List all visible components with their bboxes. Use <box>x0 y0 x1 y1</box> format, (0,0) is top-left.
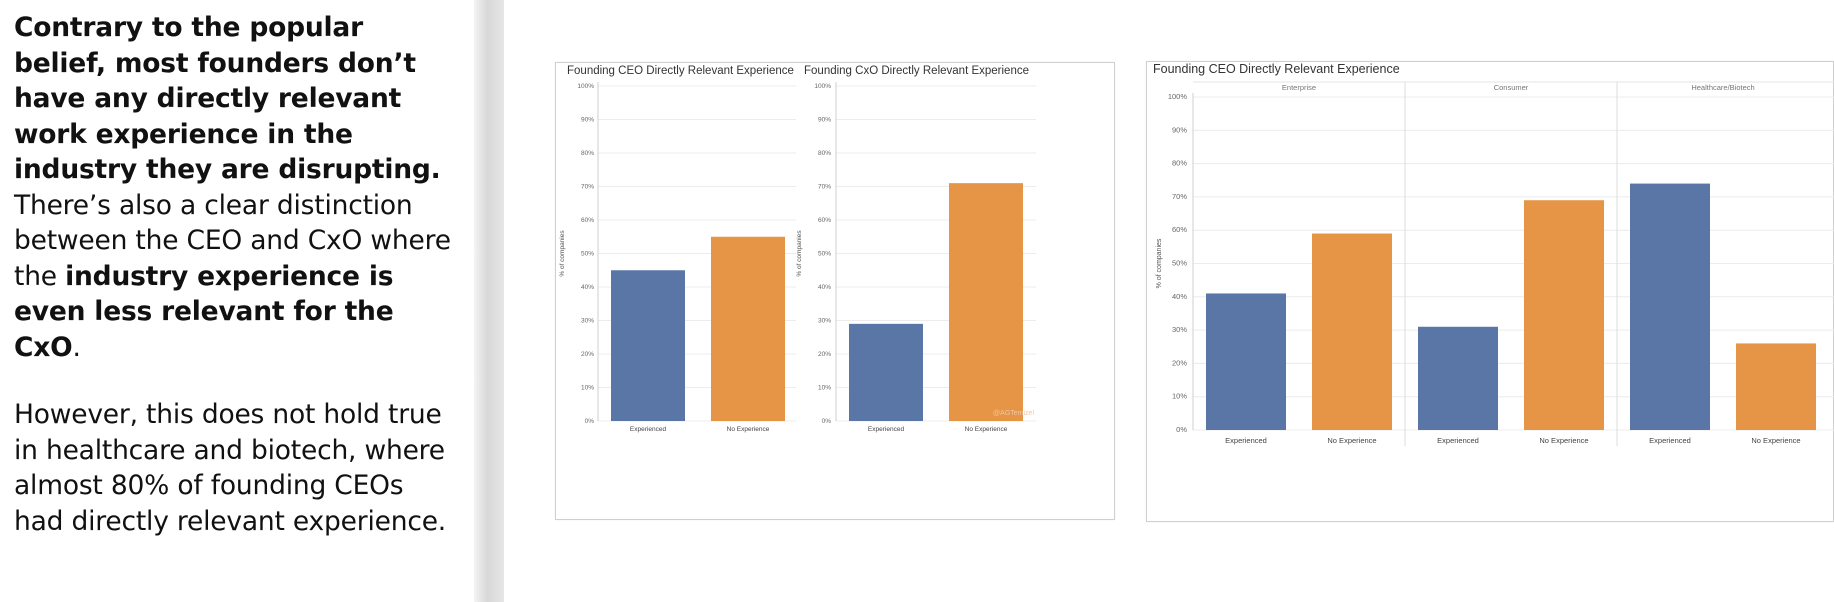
x-category-label: No Experience <box>1751 436 1800 445</box>
y-tick-label: 70% <box>1172 192 1187 201</box>
y-tick-label: 50% <box>1172 259 1187 268</box>
main-end: . <box>72 331 81 363</box>
y-tick-label: 60% <box>1172 225 1187 234</box>
no-experience-bar <box>949 183 1023 421</box>
y-tick-label: 0% <box>1176 425 1187 434</box>
industry-chart-panel: Founding CEO Directly Relevant Experienc… <box>1146 61 1834 522</box>
paragraph-main: Contrary to the popular belief, most fou… <box>14 10 460 365</box>
ceo-cxo-charts: Founding CEO Directly Relevant Experienc… <box>559 65 1036 433</box>
no-experience-bar <box>1736 343 1816 430</box>
y-axis-label: % of companies <box>559 230 566 277</box>
x-category-label: Experienced <box>868 426 905 433</box>
no-experience-bar <box>1312 233 1392 430</box>
x-category-label: No Experience <box>727 426 770 433</box>
y-tick-label: 80% <box>818 150 831 157</box>
facet-label: Enterprise <box>1282 83 1316 92</box>
no-experience-bar <box>711 236 785 421</box>
y-tick-label: 40% <box>581 284 594 291</box>
chart-title: Founding CxO Directly Relevant Experienc… <box>804 65 1029 77</box>
x-category-label: Experienced <box>1225 436 1267 445</box>
y-tick-label: 80% <box>1172 159 1187 168</box>
y-tick-label: 30% <box>818 318 831 325</box>
experienced-bar <box>1630 183 1710 430</box>
chart-title: Founding CEO Directly Relevant Experienc… <box>1153 62 1400 76</box>
x-category-label: No Experience <box>1327 436 1376 445</box>
y-tick-label: 20% <box>1172 358 1187 367</box>
y-tick-label: 60% <box>818 217 831 224</box>
y-tick-label: 90% <box>818 117 831 124</box>
y-tick-label: 70% <box>581 184 594 191</box>
y-tick-label: 40% <box>1172 292 1187 301</box>
y-tick-label: 90% <box>581 117 594 124</box>
x-category-label: Experienced <box>1437 436 1479 445</box>
y-tick-label: 70% <box>818 184 831 191</box>
main-continuation: There’s also a clear distinction between… <box>14 189 451 292</box>
y-tick-label: 50% <box>818 251 831 258</box>
facet-label: Healthcare/Biotech <box>1691 83 1754 92</box>
main-statement: Contrary to the popular belief, most fou… <box>14 12 441 185</box>
y-tick-label: 10% <box>818 385 831 392</box>
y-axis-label: % of companies <box>796 230 803 277</box>
y-tick-label: 80% <box>581 150 594 157</box>
x-category-label: Experienced <box>1649 436 1691 445</box>
y-tick-label: 0% <box>822 418 832 425</box>
watermark-text: @AGTemizel <box>993 410 1034 417</box>
y-tick-label: 10% <box>1172 392 1187 401</box>
experienced-bar <box>611 270 685 421</box>
y-tick-label: 50% <box>581 251 594 258</box>
panel-divider <box>474 0 504 602</box>
y-tick-label: 100% <box>814 83 831 90</box>
x-category-label: Experienced <box>630 426 667 433</box>
experienced-bar <box>849 323 923 421</box>
y-tick-label: 20% <box>818 351 831 358</box>
y-tick-label: 40% <box>818 284 831 291</box>
y-tick-label: 100% <box>577 83 594 90</box>
x-category-label: No Experience <box>965 426 1008 433</box>
y-tick-label: 30% <box>1172 325 1187 334</box>
y-tick-label: 20% <box>581 351 594 358</box>
chart-title: Founding CEO Directly Relevant Experienc… <box>567 65 794 77</box>
y-tick-label: 10% <box>581 385 594 392</box>
y-tick-label: 90% <box>1172 125 1187 134</box>
y-tick-label: 60% <box>581 217 594 224</box>
experienced-bar <box>1206 293 1286 430</box>
y-axis-label: % of companies <box>1156 238 1163 288</box>
y-tick-label: 30% <box>581 318 594 325</box>
facet-label: Consumer <box>1494 83 1529 92</box>
x-category-label: No Experience <box>1539 436 1588 445</box>
experienced-bar <box>1418 326 1498 430</box>
paragraph-healthcare: However, this does not hold true in heal… <box>14 399 447 537</box>
y-tick-label: 0% <box>585 418 595 425</box>
cxo-statement: industry experience is even less relevan… <box>14 260 394 363</box>
industry-charts: Founding CEO Directly Relevant Experienc… <box>1153 62 1834 446</box>
text-panel: Contrary to the popular belief, most fou… <box>0 0 474 602</box>
y-tick-label: 100% <box>1168 92 1188 101</box>
no-experience-bar <box>1524 200 1604 430</box>
ceo-cxo-chart-panel: Founding CEO Directly Relevant Experienc… <box>555 62 1115 520</box>
